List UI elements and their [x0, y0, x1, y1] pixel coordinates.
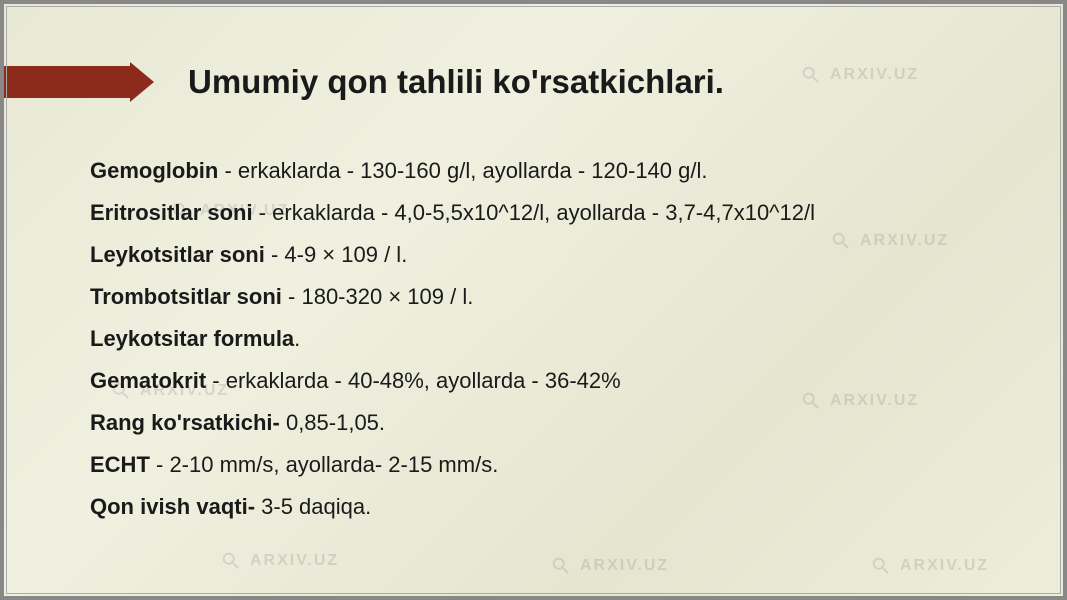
line-bold: Leykotsitar formula	[90, 326, 294, 351]
content-line: ECHT - 2-10 mm/s, ayollarda- 2-15 mm/s.	[90, 454, 1007, 476]
line-bold: Gemoglobin	[90, 158, 218, 183]
content-line: Eritrositlar soni - erkaklarda - 4,0-5,5…	[90, 202, 1007, 224]
line-bold: Rang ko'rsatkichi-	[90, 410, 280, 435]
content-line: Leykotsitlar soni - 4-9 × 109 / l.	[90, 244, 1007, 266]
line-bold: Gematokrit	[90, 368, 206, 393]
slide-title: Umumiy qon tahlili ko'rsatkichlari.	[188, 63, 724, 101]
content-block: Gemoglobin - erkaklarda - 130-160 g/l, a…	[90, 160, 1007, 538]
line-bold: Trombotsitlar soni	[90, 284, 282, 309]
content-line: Trombotsitlar soni - 180-320 × 109 / l.	[90, 286, 1007, 308]
content-line: Gemoglobin - erkaklarda - 130-160 g/l, a…	[90, 160, 1007, 182]
watermark: ARXIV.UZ	[870, 555, 989, 577]
watermark-text: ARXIV.UZ	[900, 557, 989, 575]
line-rest: 3-5 daqiqa.	[255, 494, 371, 519]
line-rest: .	[294, 326, 300, 351]
title-row: Umumiy qon tahlili ko'rsatkichlari.	[0, 62, 1067, 102]
line-rest: - 2-10 mm/s, ayollarda- 2-15 mm/s.	[150, 452, 498, 477]
line-rest: 0,85-1,05.	[280, 410, 385, 435]
content-line: Gematokrit - erkaklarda - 40-48%, ayolla…	[90, 370, 1007, 392]
line-rest: - erkaklarda - 40-48%, ayollarda - 36-42…	[206, 368, 621, 393]
accent-bar	[0, 66, 130, 98]
line-rest: - erkaklarda - 130-160 g/l, ayollarda - …	[218, 158, 707, 183]
accent-arrow-icon	[130, 62, 154, 102]
watermark: ARXIV.UZ	[550, 555, 669, 577]
content-line: Rang ko'rsatkichi- 0,85-1,05.	[90, 412, 1007, 434]
line-bold: ECHT	[90, 452, 150, 477]
line-rest: - 180-320 × 109 / l.	[282, 284, 473, 309]
line-rest: - erkaklarda - 4,0-5,5x10^12/l, ayollard…	[253, 200, 815, 225]
content-line: Qon ivish vaqti- 3-5 daqiqa.	[90, 496, 1007, 518]
line-rest: - 4-9 × 109 / l.	[265, 242, 407, 267]
watermark-text: ARXIV.UZ	[250, 552, 339, 570]
line-bold: Qon ivish vaqti-	[90, 494, 255, 519]
line-bold: Eritrositlar soni	[90, 200, 253, 225]
content-line: Leykotsitar formula.	[90, 328, 1007, 350]
line-bold: Leykotsitlar soni	[90, 242, 265, 267]
watermark-text: ARXIV.UZ	[580, 557, 669, 575]
watermark: ARXIV.UZ	[220, 550, 339, 572]
